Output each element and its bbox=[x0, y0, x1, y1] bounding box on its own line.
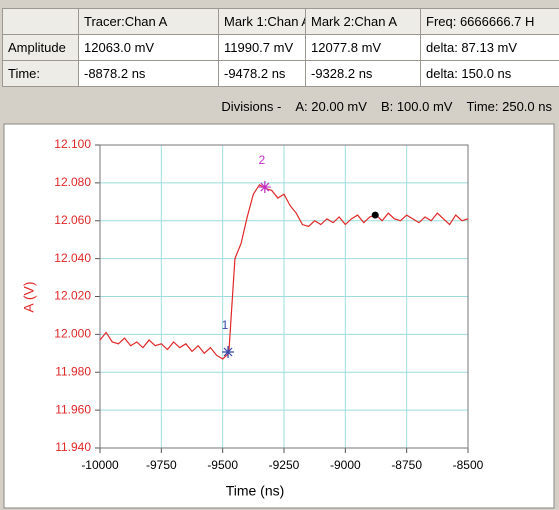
x-tick-label: -9500 bbox=[207, 458, 238, 472]
y-tick-label: 12.020 bbox=[54, 289, 91, 303]
division-item: Time: 250.0 ns bbox=[466, 99, 552, 114]
x-tick-label: -10000 bbox=[81, 458, 119, 472]
y-tick-label: 12.060 bbox=[54, 213, 91, 227]
y-axis-label: A (V) bbox=[21, 281, 37, 312]
cursor-marker bbox=[222, 345, 235, 358]
trace-line bbox=[99, 183, 469, 360]
table-cell: Tracer:Chan A bbox=[78, 8, 219, 35]
table-cell: -9478.2 ns bbox=[218, 60, 306, 87]
x-tick-label: -8750 bbox=[391, 458, 422, 472]
cursor-label: 1 bbox=[222, 318, 229, 332]
chart-panel bbox=[3, 123, 555, 509]
y-tick-label: 12.000 bbox=[54, 327, 91, 341]
cursor-marker bbox=[258, 181, 271, 194]
y-tick-label: 11.980 bbox=[55, 364, 91, 378]
x-tick-label: -9000 bbox=[330, 458, 361, 472]
x-axis-label: Time (ns) bbox=[226, 483, 285, 499]
y-tick-label: 11.960 bbox=[55, 402, 91, 416]
table-cell: delta: 150.0 ns bbox=[420, 60, 559, 87]
plot-frame bbox=[99, 144, 469, 449]
x-tick-label: -9750 bbox=[146, 458, 177, 472]
y-tick-label: 11.940 bbox=[55, 440, 91, 454]
table-cell: -9328.2 ns bbox=[305, 60, 421, 87]
table-cell: Amplitude bbox=[2, 34, 79, 61]
division-item: B: 100.0 mV bbox=[380, 99, 453, 114]
division-item: A: 20.00 mV bbox=[295, 99, 367, 114]
table-cell: -8878.2 ns bbox=[78, 60, 219, 87]
x-tick-label: -9250 bbox=[269, 458, 300, 472]
table-cell: Time: bbox=[2, 60, 79, 87]
divisions-bar: Divisions - A: 20.00 mV B: 100.0 mV Time: 2… bbox=[0, 96, 552, 118]
tracer-dot bbox=[371, 211, 379, 219]
divisions-title: Divisions - bbox=[221, 99, 282, 114]
y-tick-label: 12.100 bbox=[54, 137, 91, 151]
cursor-label: 2 bbox=[258, 153, 265, 167]
x-tick-label: -8500 bbox=[453, 458, 484, 472]
table-cell: Freq: 6666666.7 H bbox=[420, 8, 559, 35]
table-cell: 11990.7 mV bbox=[218, 34, 306, 61]
table-cell: 12077.8 mV bbox=[305, 34, 421, 61]
y-tick-label: 12.040 bbox=[54, 251, 91, 265]
y-tick-label: 12.080 bbox=[54, 175, 91, 189]
table-cell: delta: 87.13 mV bbox=[420, 34, 559, 61]
